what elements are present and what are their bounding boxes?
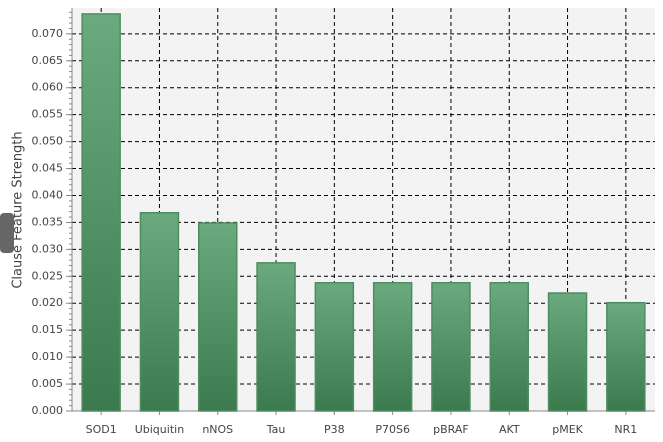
x-tick-label: P38 [324, 423, 345, 436]
y-tick-label: 0.045 [32, 162, 64, 175]
x-tick-label: P70S6 [375, 423, 410, 436]
y-tick-label: 0.010 [32, 350, 64, 363]
y-tick-label: 0.070 [32, 27, 64, 40]
x-tick-label: SOD1 [86, 423, 117, 436]
y-tick-label: 0.065 [32, 54, 64, 67]
bar [81, 13, 121, 412]
bar [431, 282, 471, 412]
x-tick-label: NR1 [614, 423, 637, 436]
y-tick-label: 0.005 [32, 377, 64, 390]
bar [372, 282, 413, 412]
x-tick-label: pBRAF [433, 423, 469, 436]
y-tick-label: 0.025 [32, 269, 64, 282]
x-tick-label: AKT [499, 423, 520, 436]
x-tick-label: nNOS [202, 423, 233, 436]
x-tick-label: Ubiquitin [135, 423, 184, 436]
y-tick-label: 0.030 [32, 242, 64, 255]
bar [489, 282, 529, 412]
bar [139, 211, 180, 412]
y-tick-label: 0.015 [32, 323, 64, 336]
bar [314, 282, 355, 412]
x-tick-label: Tau [266, 423, 286, 436]
side-tab[interactable] [0, 213, 14, 253]
bar [547, 292, 588, 412]
y-axis-title: Clause Feature Strength [11, 131, 26, 288]
y-tick-label: 0.000 [32, 404, 64, 417]
y-tick-label: 0.020 [32, 296, 64, 309]
bar [256, 262, 296, 412]
y-tick-label: 0.035 [32, 215, 64, 228]
x-tick-label: pMEK [552, 423, 583, 436]
bar [606, 301, 646, 412]
y-tick-label: 0.055 [32, 108, 64, 121]
y-tick-label: 0.050 [32, 135, 64, 148]
y-tick-label: 0.060 [32, 81, 64, 94]
bar [198, 222, 238, 412]
y-tick-label: 0.040 [32, 188, 64, 201]
